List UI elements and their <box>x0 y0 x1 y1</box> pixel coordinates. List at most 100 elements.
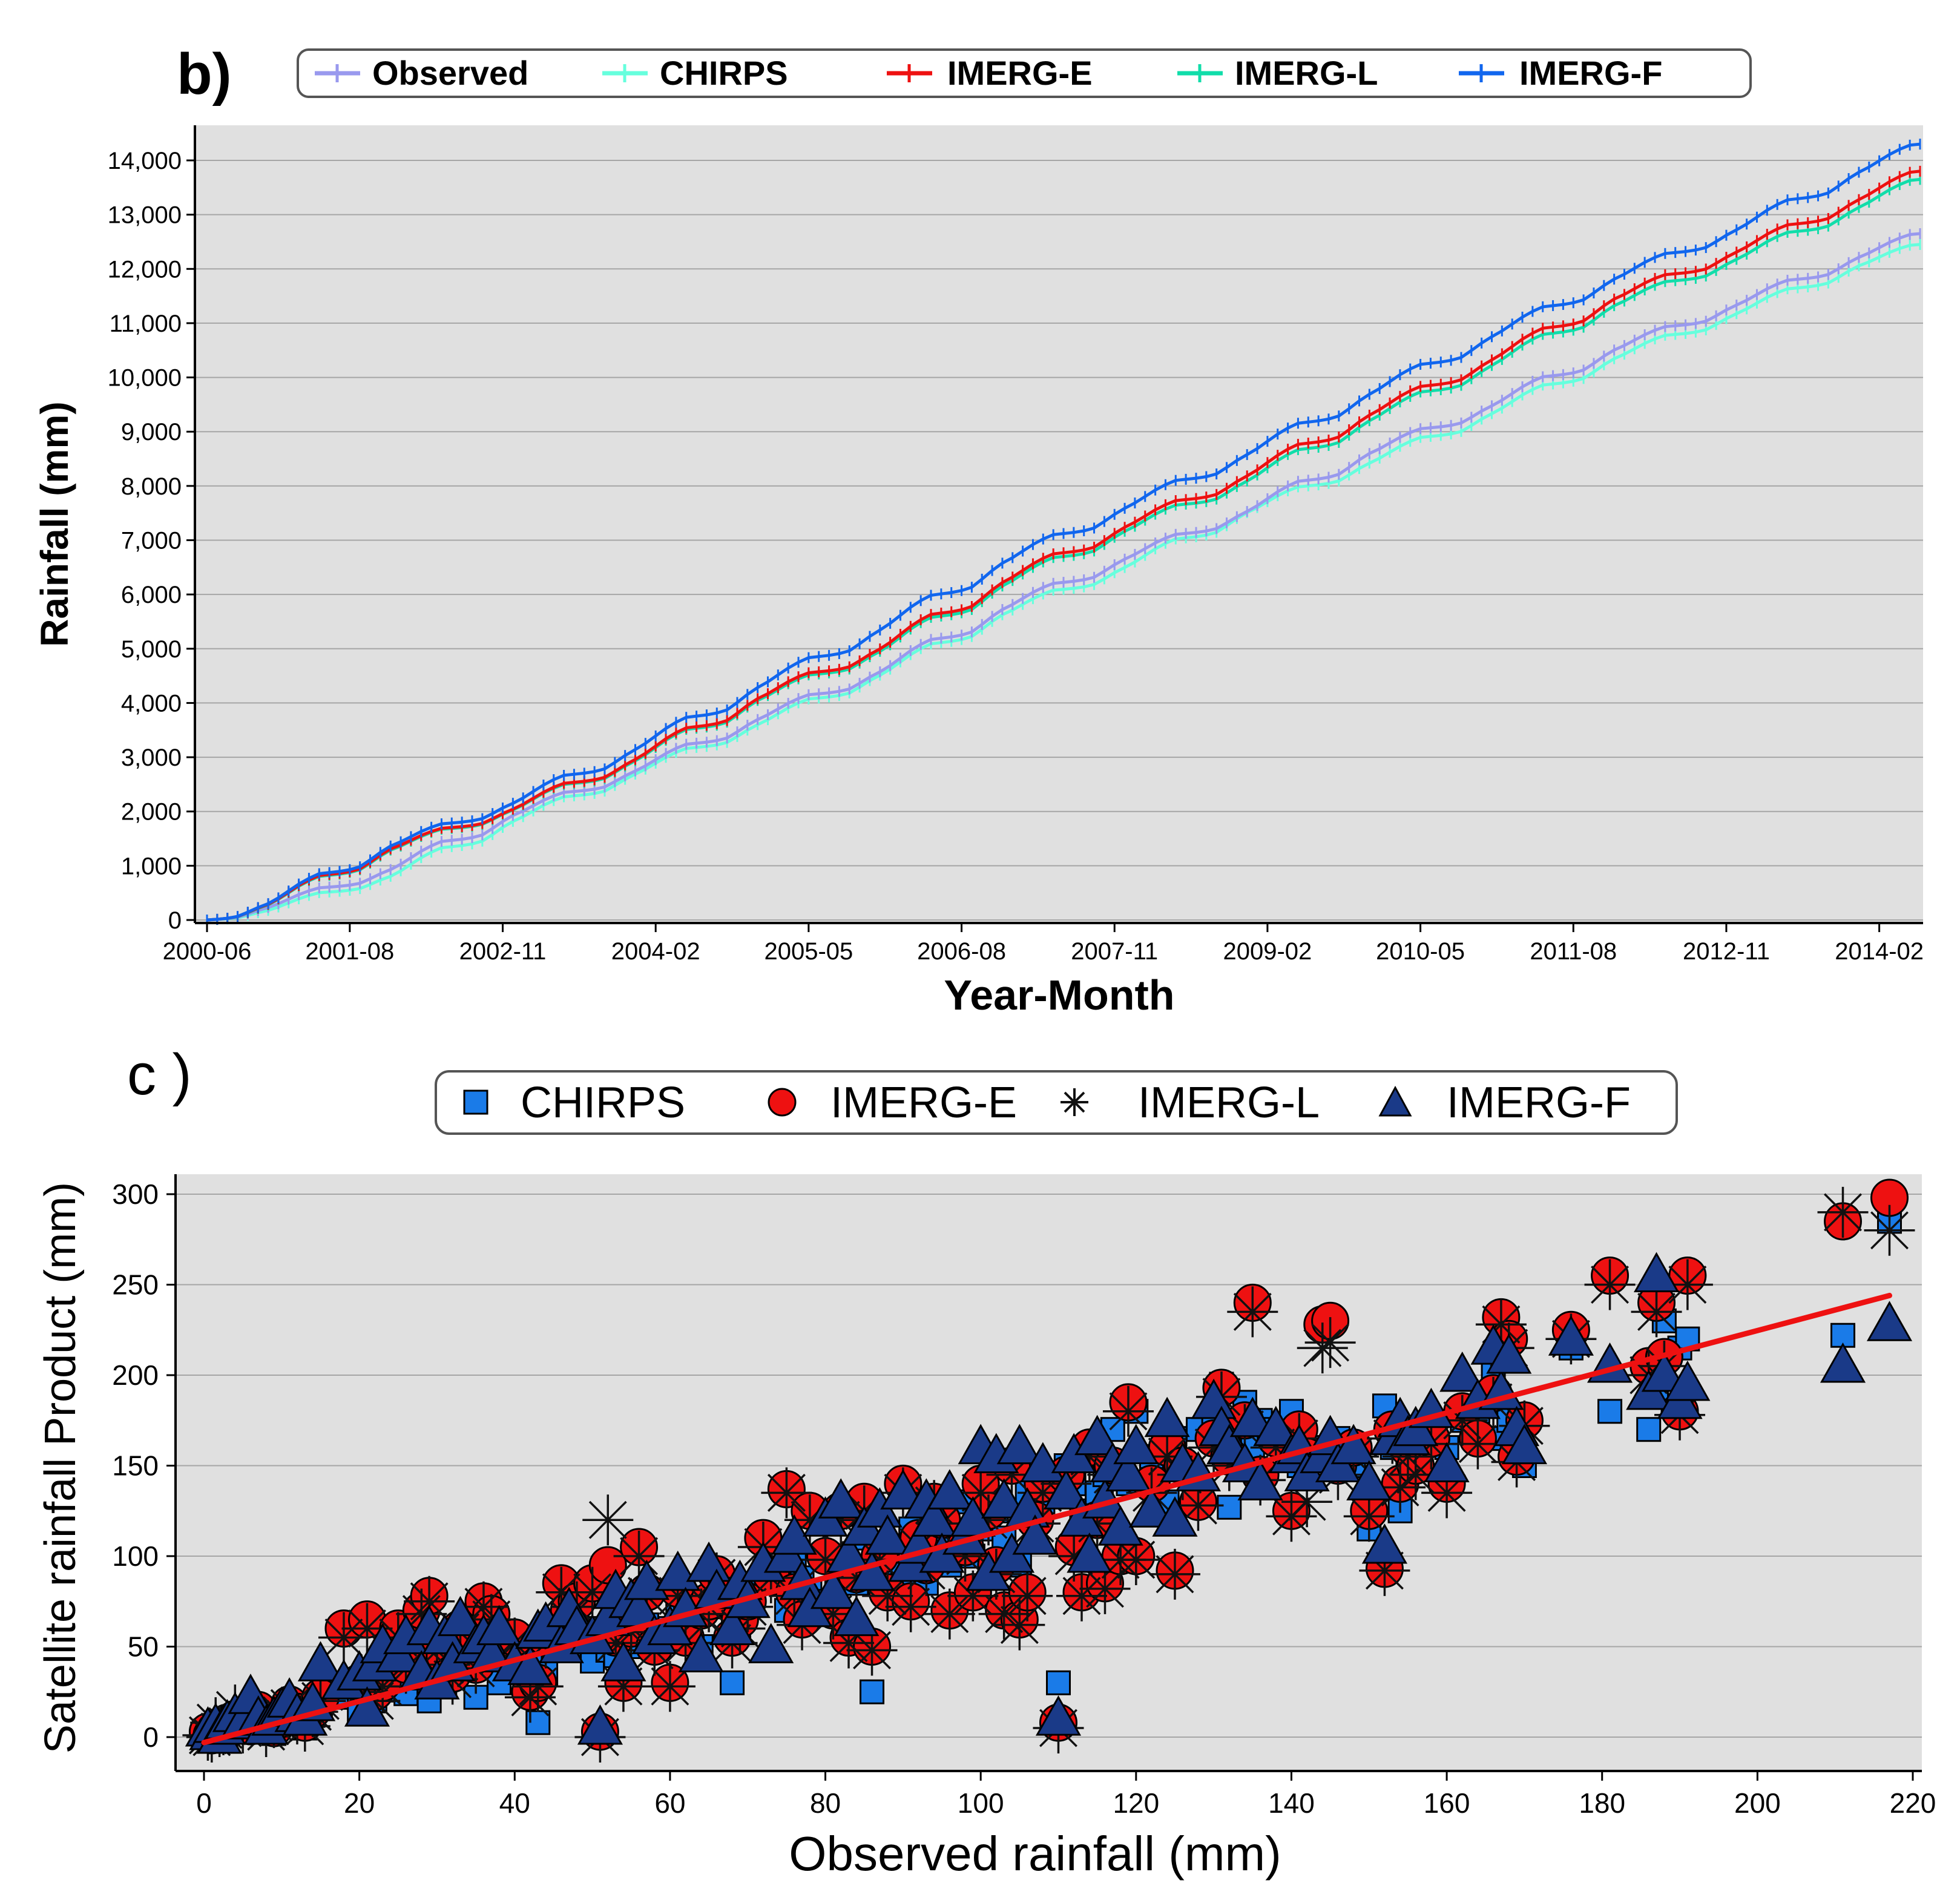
panel-b-legend-box <box>297 48 1752 98</box>
legend-c-imerg-e: IMERG-E <box>768 1079 1017 1127</box>
panel-c-point-imerg-f <box>927 1469 973 1510</box>
panel-c-y-label: Satellite rainfall Product (mm) <box>36 1182 85 1753</box>
panel-c-point-imerg-f <box>996 1424 1042 1465</box>
panel-c-point-imerg-f <box>1866 1301 1913 1341</box>
panel-c-point-imerg-l <box>885 1581 936 1632</box>
panel-c-point-imerg-l <box>1343 1491 1395 1542</box>
panel-c-point-imerg-f <box>911 1496 957 1537</box>
panel-c-point-chirps <box>860 1679 885 1704</box>
panel-b-y-tick-label: 3,000 <box>121 744 182 771</box>
panel-c-x-tick-label: 100 <box>958 1787 1004 1819</box>
panel-c-x-tick-label: 20 <box>344 1787 375 1819</box>
panel-c-point-imerg-l <box>1079 1563 1131 1614</box>
panel-c-point-imerg-l <box>1149 1548 1200 1600</box>
legend-b-imerg-e: IMERG-E <box>887 54 1093 92</box>
panel-b-x-ticks: 2000-06 2001-08 2002-11 2004-02 2005-05 2006-… <box>163 923 1924 965</box>
legend-b-chirps-label: CHIRPS <box>660 54 788 92</box>
panel-c-points <box>182 1178 1915 1763</box>
panel-c-point-chirps <box>720 1670 745 1695</box>
panel-c-point-imerg-f <box>507 1644 553 1685</box>
legend-b-imerg-l: IMERG-L <box>1177 54 1378 92</box>
panel-c-point-imerg-f <box>577 1704 623 1745</box>
panel-c-point-imerg-l <box>504 1672 556 1723</box>
panel-c-x-tick-label: 160 <box>1424 1787 1470 1819</box>
panel-c-point-chirps <box>1046 1670 1071 1695</box>
panel-c-point-chirps <box>1217 1494 1242 1520</box>
panel-c-point-imerg-l <box>1297 1322 1348 1374</box>
panel-c-point-imerg-l <box>1002 1570 1053 1622</box>
legend-b-imerg-e-label: IMERG-E <box>947 54 1093 92</box>
panel-b-x-tick-label: 2004-02 <box>611 938 700 965</box>
panel-b-y-tick-label: 7,000 <box>121 528 182 554</box>
panel-c-fit-line <box>201 1292 1893 1746</box>
panel-c-point-imerg-f <box>1486 1333 1532 1374</box>
legend-c-imerg-l-marker <box>1061 1088 1088 1116</box>
panel-c-x-tick-label: 200 <box>1734 1787 1781 1819</box>
panel-c-point-imerg-l <box>846 1625 898 1676</box>
panel-c-point-chirps <box>1597 1399 1623 1424</box>
panel-b-y-tick-label: 10,000 <box>108 365 182 392</box>
panel-c-point-imerg-f <box>1043 1469 1089 1510</box>
panel-b-x-tick-label: 2006-08 <box>917 938 1006 965</box>
panel-b-x-tick-label: 2010-05 <box>1376 938 1465 965</box>
panel-c-x-tick-label: 220 <box>1890 1787 1936 1819</box>
panel-c-tag: c ) <box>127 1042 192 1107</box>
panel-c-point-imerg-l <box>1584 1259 1636 1310</box>
panel-c-point-imerg-f <box>1501 1424 1547 1465</box>
panel-c-point-imerg-f <box>1439 1351 1485 1392</box>
panel-c-point-imerg-l <box>582 1494 634 1546</box>
panel-c-point-imerg-f <box>678 1632 724 1672</box>
legend-b-observed-label: Observed <box>372 54 528 92</box>
panel-b-x-tick-label: 2007-11 <box>1071 938 1158 965</box>
panel-c-point-imerg-l <box>404 1576 455 1627</box>
panel-b-y-tick-label: 2,000 <box>121 799 182 826</box>
legend-b-observed: Observed <box>315 54 528 92</box>
panel-b-y-ticks: 0 1,000 2,000 3,000 4,000 5,000 6,000 7,000 8,00… <box>108 148 195 934</box>
panel-b-x-tick-label: 2012-11 <box>1683 938 1770 965</box>
panel-c-x-tick-label: 140 <box>1268 1787 1315 1819</box>
panel-c-point-imerg-f <box>600 1641 646 1681</box>
panel-c-point-imerg-f <box>1548 1315 1594 1356</box>
panel-b-y-tick-label: 11,000 <box>110 310 182 337</box>
legend-c-imerg-f: IMERG-F <box>1378 1079 1631 1127</box>
panel-c-point-imerg-f <box>1641 1351 1687 1392</box>
panel-c-x-tick-label: 40 <box>499 1787 530 1819</box>
panel-c-point-imerg-f <box>344 1686 390 1727</box>
panel-c-point-imerg-f <box>1253 1405 1299 1447</box>
panel-c-point-imerg-f <box>1035 1695 1082 1736</box>
panel-b-x-tick-label: 2011-08 <box>1530 938 1617 965</box>
panel-c-point-imerg-f <box>1229 1396 1275 1438</box>
panel-b-y-tick-label: 4,000 <box>121 690 182 717</box>
panel-c-point-imerg-l <box>1304 1317 1356 1368</box>
legend-b-chirps: CHIRPS <box>602 54 788 92</box>
panel-c-point-imerg-l <box>1452 1418 1504 1470</box>
panel-b-y-label: Rainfall (mm) <box>33 401 76 646</box>
panel-c-y-ticks: 0 50 100 150 200 250 300 <box>112 1178 176 1753</box>
legend-b-imerg-f: IMERG-F <box>1459 54 1662 92</box>
panel-c-point-imerg-f <box>686 1541 732 1582</box>
panel-b-y-tick-label: 13,000 <box>108 202 182 229</box>
panel-c-y-tick-label: 300 <box>112 1178 159 1210</box>
panel-b-x-tick-label: 2014-02 <box>1835 938 1924 965</box>
legend-c-imerg-f-label: IMERG-F <box>1447 1079 1631 1127</box>
panel-c-point-imerg-f <box>1067 1532 1113 1573</box>
panel-c-point-imerg-f <box>476 1605 522 1646</box>
panel-c-x-ticks: 0 20 40 60 80 100 120 140 160 180 200 220 <box>196 1771 1936 1819</box>
panel-c-y-tick-label: 150 <box>112 1450 159 1482</box>
panel-c-point-imerg-f <box>1820 1342 1866 1383</box>
panel-c-point-imerg-l <box>761 1467 812 1519</box>
panel-c-y-tick-label: 0 <box>143 1721 159 1753</box>
panel-b-legend: Observed CHIRPS IMERG-E IMERG-L IMERG-F <box>297 48 1752 98</box>
panel-c-point-imerg-l <box>318 1612 369 1663</box>
panel-c-point-imerg-f <box>1074 1414 1120 1456</box>
panel-c-point-imerg-l <box>1102 1385 1154 1437</box>
panel-c-point-imerg-l <box>924 1588 975 1640</box>
panel-c-point-imerg-f <box>1152 1496 1198 1537</box>
panel-b-plot-area <box>195 125 1923 923</box>
panel-c-point-imerg-f <box>297 1641 344 1681</box>
legend-c-chirps: CHIRPS <box>463 1079 685 1127</box>
panel-c-point-imerg-f <box>1361 1523 1408 1564</box>
panel-c-point-imerg-l <box>1227 1286 1278 1338</box>
panel-b-x-tick-label: 2009-02 <box>1223 938 1312 965</box>
panel-c-point-imerg-f <box>1237 1460 1283 1500</box>
